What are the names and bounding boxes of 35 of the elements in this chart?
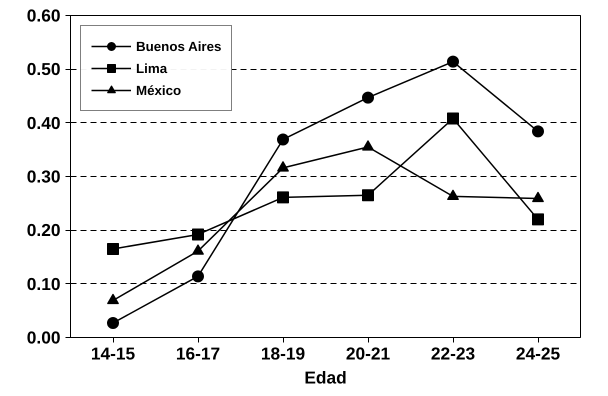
legend-label: Buenos Aires	[136, 38, 222, 54]
point	[447, 112, 459, 125]
point	[362, 92, 374, 104]
point	[277, 191, 289, 204]
point	[192, 270, 204, 282]
legend-label: Lima	[136, 60, 168, 76]
point	[107, 294, 119, 304]
point	[447, 190, 459, 200]
x-tick-label: 18-19	[260, 344, 306, 364]
point	[532, 213, 544, 226]
point	[277, 161, 289, 172]
point	[192, 228, 204, 240]
x-tick-label: 14-15	[90, 344, 136, 364]
legend-label: México	[136, 82, 182, 98]
y-tick-label: 0.40	[26, 112, 61, 133]
point	[107, 242, 119, 255]
x-tick-label: 16-17	[176, 344, 220, 364]
point	[532, 125, 544, 138]
point	[192, 244, 204, 255]
y-tick-label: 0.00	[26, 328, 61, 348]
x-tick-label: 20-21	[346, 344, 391, 364]
point	[277, 133, 289, 146]
point	[362, 140, 374, 151]
x-tick-label: 24-25	[516, 344, 561, 364]
x-axis-title: Edad	[304, 368, 347, 388]
point	[362, 189, 374, 202]
x-tick-label: 22-23	[430, 344, 476, 364]
y-tick-label: 0.20	[26, 220, 61, 240]
point	[532, 192, 544, 202]
y-tick-label: 0.30	[26, 166, 61, 186]
point	[107, 317, 119, 329]
y-tick-label: 0.50	[26, 59, 61, 80]
y-tick-label: 0.10	[26, 274, 61, 294]
point	[447, 56, 459, 68]
y-tick-label: 0.60	[26, 6, 61, 26]
